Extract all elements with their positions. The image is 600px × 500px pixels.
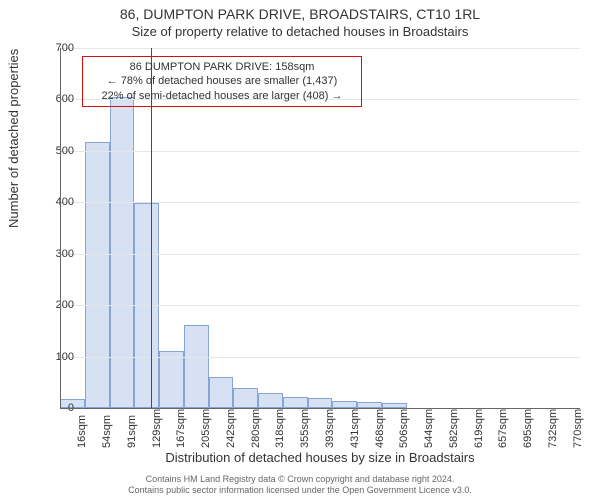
x-tick-label: 318sqm xyxy=(274,409,286,448)
x-tick-label: 695sqm xyxy=(522,409,534,448)
x-axis-line xyxy=(60,408,580,409)
footer-line-1: Contains HM Land Registry data © Crown c… xyxy=(0,474,600,485)
x-tick-label: 732sqm xyxy=(547,409,559,448)
gridline xyxy=(60,151,580,152)
y-axis-line xyxy=(60,48,61,408)
y-tick-label: 600 xyxy=(44,93,74,105)
callout-line: 22% of semi-detached houses are larger (… xyxy=(89,89,355,103)
gridline xyxy=(60,254,580,255)
chart-subtitle: Size of property relative to detached ho… xyxy=(0,24,600,39)
x-tick-label: 468sqm xyxy=(374,409,386,448)
x-tick-label: 280sqm xyxy=(250,409,262,448)
y-tick-label: 400 xyxy=(44,196,74,208)
x-tick-label: 544sqm xyxy=(423,409,435,448)
callout-line: 86 DUMPTON PARK DRIVE: 158sqm xyxy=(89,60,355,74)
x-tick-label: 619sqm xyxy=(473,409,485,448)
y-tick-label: 300 xyxy=(44,248,74,260)
y-tick-label: 200 xyxy=(44,299,74,311)
x-axis-label: Distribution of detached houses by size … xyxy=(60,450,580,465)
histogram-bar xyxy=(110,97,135,408)
x-tick-label: 582sqm xyxy=(448,409,460,448)
x-tick-label: 506sqm xyxy=(398,409,410,448)
chart-container: 86, DUMPTON PARK DRIVE, BROADSTAIRS, CT1… xyxy=(0,0,600,500)
x-tick-label: 167sqm xyxy=(175,409,187,448)
histogram-bar xyxy=(332,401,357,408)
gridline xyxy=(60,48,580,49)
y-tick-label: 500 xyxy=(44,145,74,157)
x-tick-label: 91sqm xyxy=(126,415,138,448)
histogram-bar xyxy=(233,388,258,408)
x-tick-label: 205sqm xyxy=(200,409,212,448)
gridline xyxy=(60,357,580,358)
gridline xyxy=(60,305,580,306)
histogram-bar xyxy=(184,325,209,408)
gridline xyxy=(60,202,580,203)
x-tick-label: 770sqm xyxy=(572,409,584,448)
x-tick-label: 393sqm xyxy=(324,409,336,448)
x-tick-label: 431sqm xyxy=(349,409,361,448)
histogram-bar xyxy=(258,393,283,408)
x-tick-label: 129sqm xyxy=(151,409,163,448)
x-tick-label: 54sqm xyxy=(101,415,113,448)
x-tick-label: 16sqm xyxy=(76,415,88,448)
x-tick-label: 657sqm xyxy=(497,409,509,448)
y-tick-label: 100 xyxy=(44,351,74,363)
histogram-bar xyxy=(283,397,308,408)
histogram-bar xyxy=(159,351,184,408)
x-tick-label: 355sqm xyxy=(299,409,311,448)
histogram-bar xyxy=(85,142,110,408)
footer-line-2: Contains public sector information licen… xyxy=(0,485,600,496)
x-tick-label: 242sqm xyxy=(225,409,237,448)
callout-line: ← 78% of detached houses are smaller (1,… xyxy=(89,74,355,88)
property-callout: 86 DUMPTON PARK DRIVE: 158sqm← 78% of de… xyxy=(82,56,362,107)
histogram-bar xyxy=(308,398,333,408)
chart-title: 86, DUMPTON PARK DRIVE, BROADSTAIRS, CT1… xyxy=(0,6,600,22)
histogram-bar xyxy=(209,377,234,408)
chart-footer: Contains HM Land Registry data © Crown c… xyxy=(0,474,600,496)
y-axis-label: Number of detached properties xyxy=(6,49,21,228)
y-tick-label: 700 xyxy=(44,42,74,54)
